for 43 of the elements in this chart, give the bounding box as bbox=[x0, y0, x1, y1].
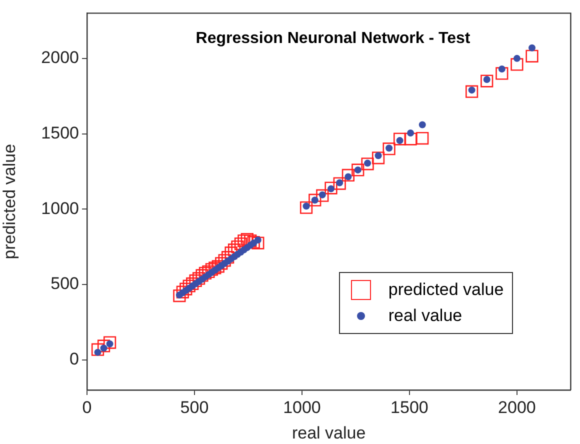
point bbox=[496, 67, 508, 80]
y-tick-label: 500 bbox=[50, 274, 79, 294]
x-tick-label: 1000 bbox=[283, 398, 321, 417]
y-tick-label: 2000 bbox=[41, 48, 79, 68]
point bbox=[103, 336, 116, 349]
point bbox=[91, 343, 104, 356]
point bbox=[418, 121, 426, 128]
x-tick-label: 1500 bbox=[390, 398, 428, 417]
x-tick-label: 0 bbox=[82, 398, 92, 417]
point bbox=[333, 177, 346, 190]
point bbox=[342, 168, 355, 182]
point bbox=[173, 289, 186, 302]
point bbox=[393, 132, 406, 146]
point bbox=[300, 201, 313, 214]
point bbox=[407, 130, 414, 137]
legend-label: real value bbox=[388, 306, 462, 326]
point bbox=[526, 50, 538, 62]
point bbox=[308, 194, 322, 206]
point bbox=[528, 44, 536, 52]
legend-label: predicted value bbox=[388, 280, 504, 300]
y-tick-label: 1000 bbox=[41, 198, 79, 218]
point bbox=[510, 58, 524, 71]
x-tick-label: 500 bbox=[180, 398, 209, 417]
point bbox=[416, 132, 429, 145]
point bbox=[466, 85, 478, 98]
y-tick-label: 0 bbox=[70, 350, 79, 369]
point bbox=[498, 65, 506, 72]
x-axis-title: real value bbox=[292, 423, 366, 442]
point bbox=[234, 237, 248, 250]
y-tick-label: 1500 bbox=[41, 123, 79, 142]
point bbox=[513, 54, 520, 62]
point bbox=[252, 236, 264, 250]
point bbox=[97, 340, 110, 352]
x-tick-label: 2000 bbox=[498, 398, 536, 417]
point bbox=[372, 152, 385, 164]
point bbox=[316, 189, 329, 202]
text: Regression Neuronal Network - Test bbox=[194, 30, 472, 48]
y-axis-title: predicted value bbox=[0, 144, 19, 260]
point bbox=[324, 182, 338, 194]
point bbox=[480, 74, 494, 88]
point bbox=[352, 164, 364, 176]
point bbox=[382, 142, 396, 156]
point bbox=[361, 158, 374, 170]
